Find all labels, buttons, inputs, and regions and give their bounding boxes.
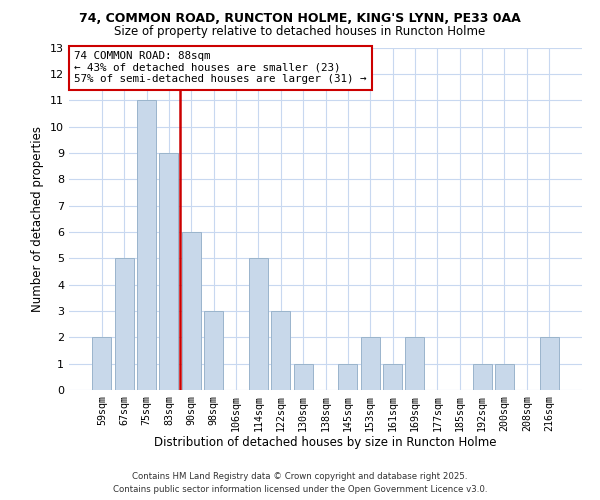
Bar [473,364,491,390]
Text: 74, COMMON ROAD, RUNCTON HOLME, KING'S LYNN, PE33 0AA: 74, COMMON ROAD, RUNCTON HOLME, KING'S L… [79,12,521,26]
Y-axis label: Number of detached properties: Number of detached properties [31,126,44,312]
Bar [406,338,424,390]
X-axis label: Distribution of detached houses by size in Runcton Holme: Distribution of detached houses by size … [154,436,497,450]
Bar [293,364,313,390]
Bar [383,364,402,390]
Bar [249,258,268,390]
Bar [495,364,514,390]
Bar [204,311,223,390]
Bar [271,311,290,390]
Text: Contains HM Land Registry data © Crown copyright and database right 2025.
Contai: Contains HM Land Registry data © Crown c… [113,472,487,494]
Bar [182,232,201,390]
Bar [338,364,358,390]
Bar [137,100,156,390]
Text: 74 COMMON ROAD: 88sqm
← 43% of detached houses are smaller (23)
57% of semi-deta: 74 COMMON ROAD: 88sqm ← 43% of detached … [74,51,367,84]
Bar [115,258,134,390]
Bar [92,338,112,390]
Bar [361,338,380,390]
Text: Size of property relative to detached houses in Runcton Holme: Size of property relative to detached ho… [115,25,485,38]
Bar [539,338,559,390]
Bar [160,153,178,390]
